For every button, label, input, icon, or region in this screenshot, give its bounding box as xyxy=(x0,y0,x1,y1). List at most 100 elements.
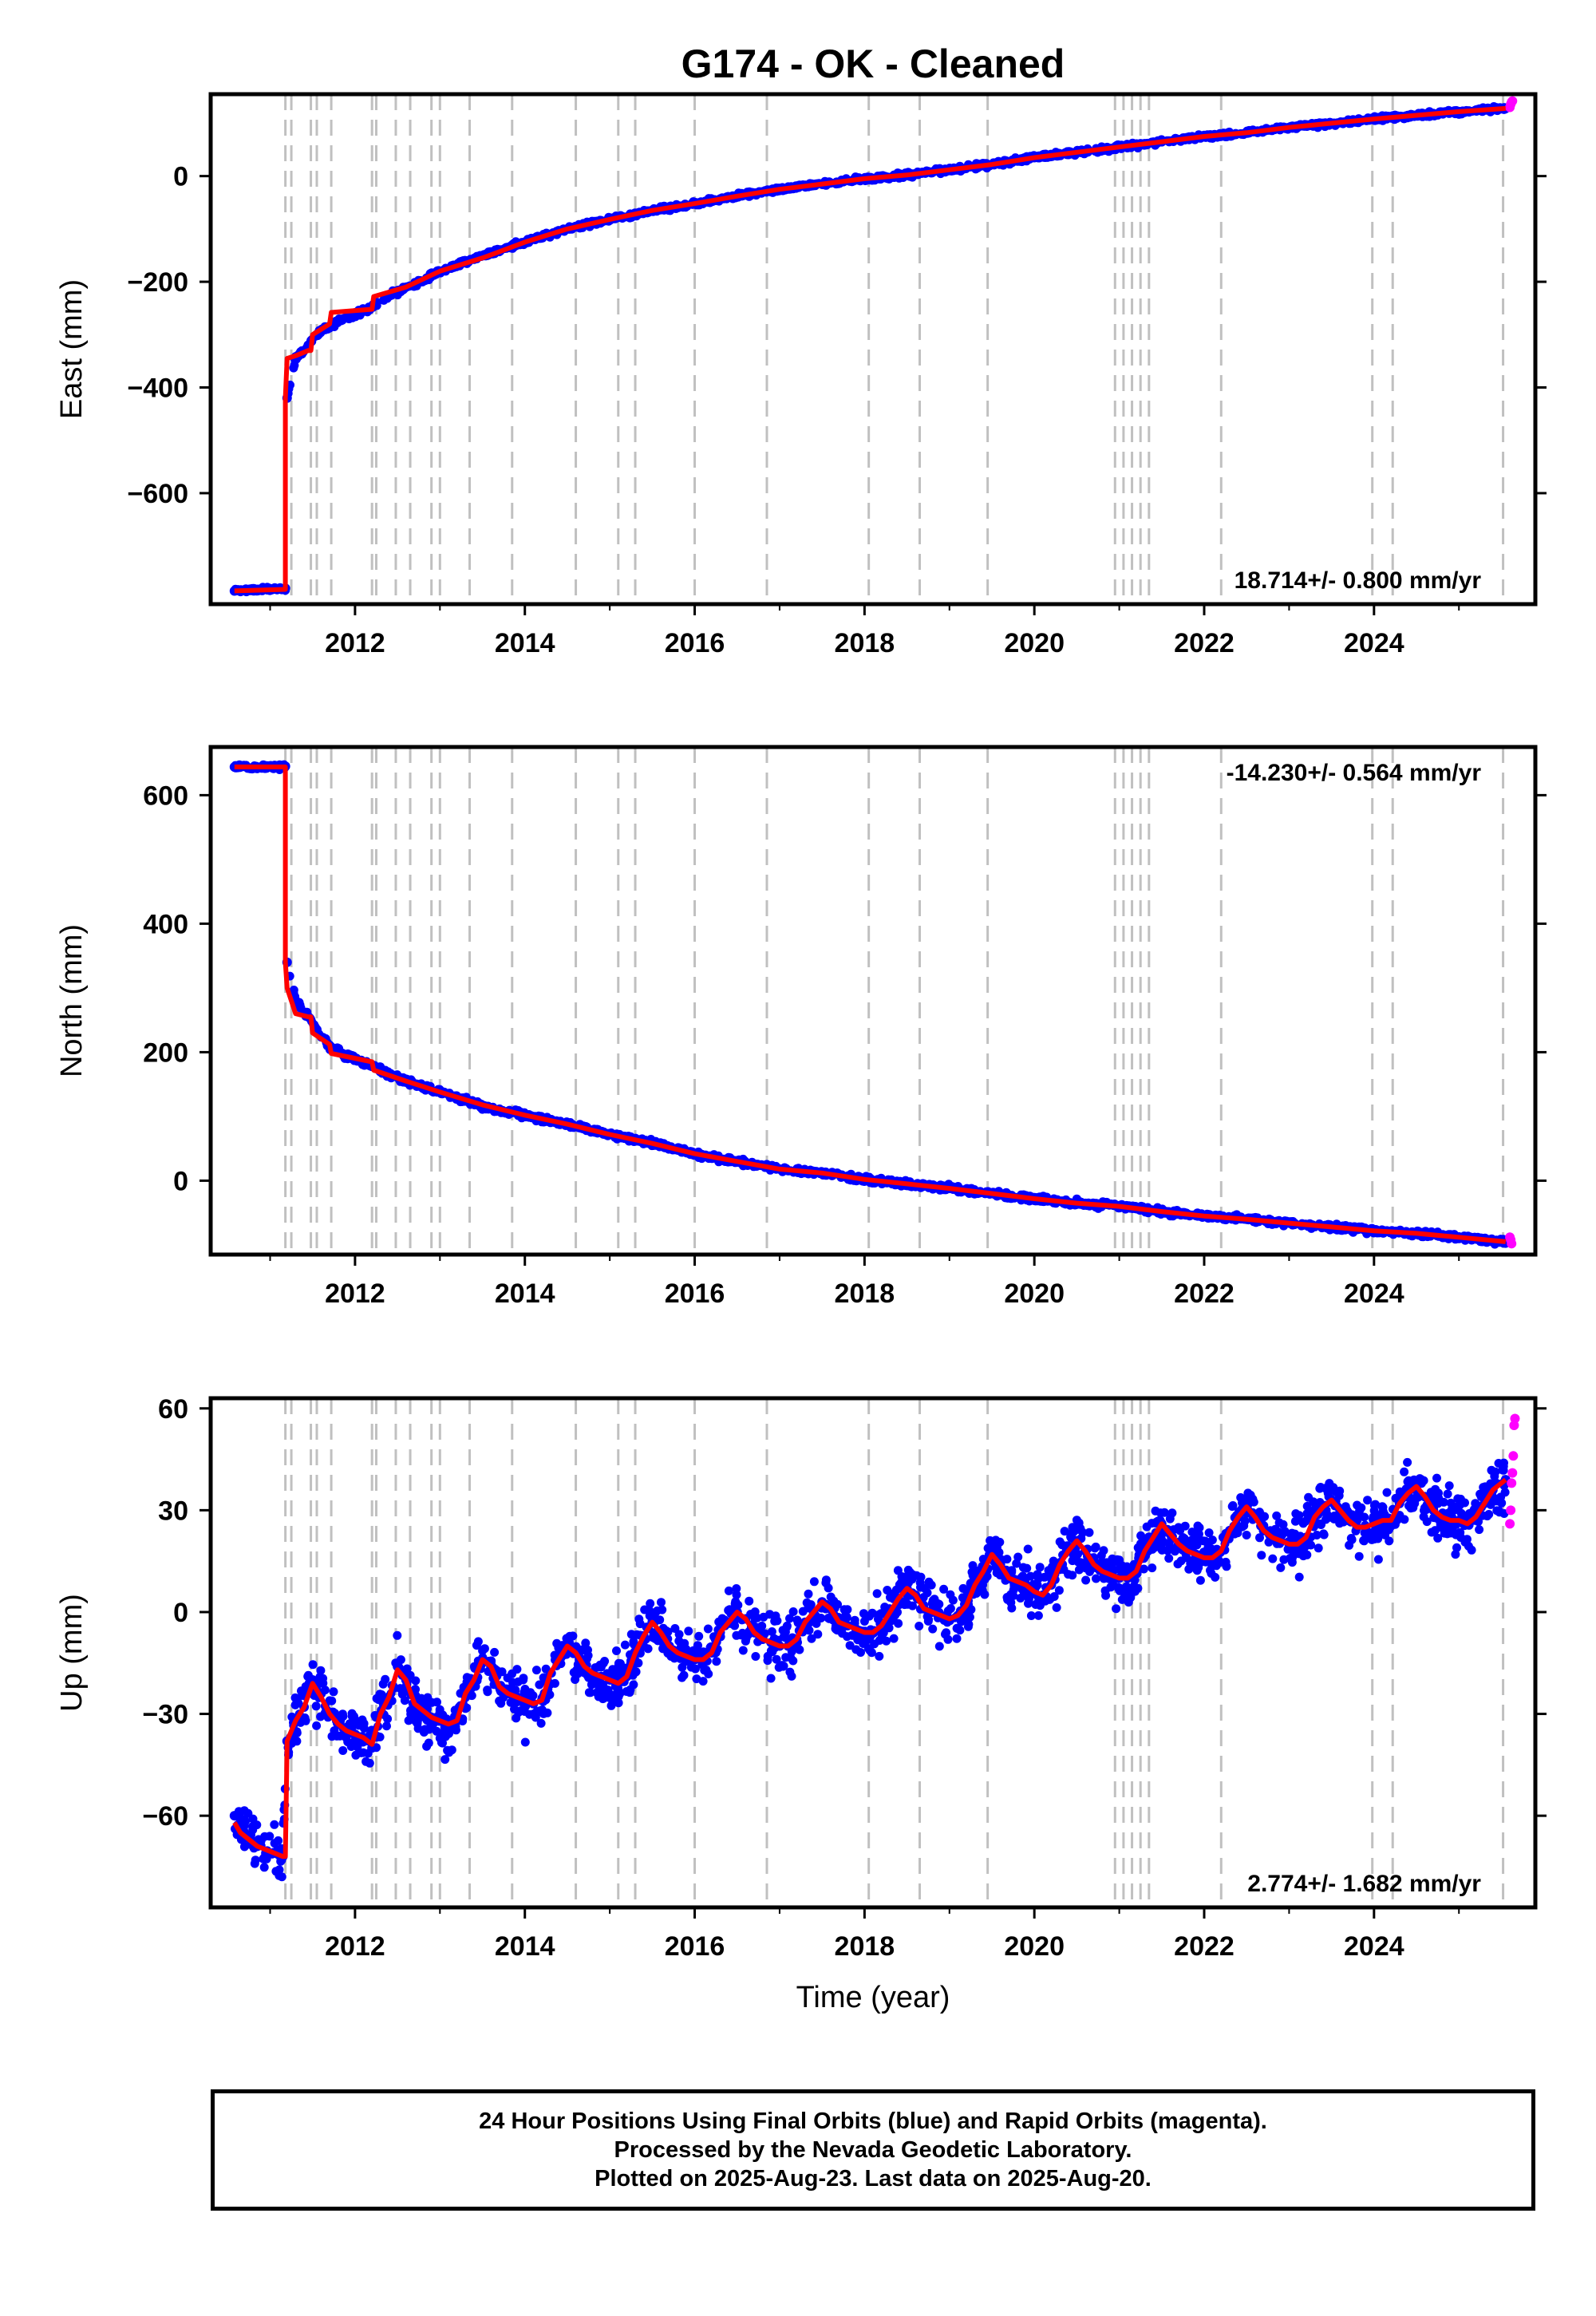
final-orbit-point xyxy=(657,1598,666,1607)
panels: 2012 2014 2016 2018 2020 2022 2024−600−400−200… xyxy=(55,92,1547,1962)
y-tick-label: −600 xyxy=(127,479,188,509)
final-orbit-point xyxy=(473,1637,483,1646)
y-tick-label: 600 xyxy=(143,781,188,811)
final-orbit-point xyxy=(809,1577,819,1587)
final-orbit-point xyxy=(889,1634,899,1643)
final-orbit-point xyxy=(1475,1525,1484,1535)
panel-up: 2012 2014 2016 2018 2020 2022 2024−60−3003060U… xyxy=(55,1394,1547,1962)
final-orbit-point xyxy=(1319,1530,1329,1539)
event-lines-north xyxy=(284,747,1505,1255)
final-orbit-point xyxy=(1236,1493,1246,1502)
final-orbit-point xyxy=(658,1605,667,1614)
final-orbit-point xyxy=(772,1654,781,1664)
final-orbit-point xyxy=(883,1586,892,1595)
final-orbit-point xyxy=(946,1604,955,1613)
x-tick-label: 2018 xyxy=(835,1279,895,1309)
final-orbit-point xyxy=(694,1631,704,1641)
rate-annotation: -14.230+/- 0.564 mm/yr xyxy=(1227,760,1482,786)
final-orbit-point xyxy=(1081,1575,1091,1585)
final-orbit-point xyxy=(1195,1575,1205,1585)
final-orbit-point xyxy=(1403,1457,1412,1467)
final-orbit-point xyxy=(411,1676,421,1686)
final-orbit-point xyxy=(581,1638,591,1648)
final-orbit-point xyxy=(1291,1509,1301,1519)
final-orbit-point xyxy=(1487,1465,1496,1475)
final-orbit-point xyxy=(413,1717,422,1726)
final-orbit-point xyxy=(1268,1554,1278,1563)
final-orbit-point xyxy=(1290,1516,1300,1526)
rate-annotation: 18.714+/- 0.800 mm/yr xyxy=(1235,567,1482,594)
data-north xyxy=(229,760,1517,1249)
y-axis-label: East (mm) xyxy=(55,279,89,419)
final-orbit-point xyxy=(1276,1563,1286,1572)
final-orbit-point xyxy=(1068,1571,1077,1580)
final-orbit-point xyxy=(483,1686,492,1695)
final-orbit-point xyxy=(270,1839,279,1848)
final-orbit-point xyxy=(1164,1554,1174,1563)
x-tick-label: 2016 xyxy=(665,1279,725,1309)
final-orbit-point xyxy=(536,1718,546,1728)
x-tick-label: 2014 xyxy=(495,628,555,658)
final-orbit-point xyxy=(1281,1528,1290,1537)
final-orbit-point xyxy=(433,1697,441,1707)
final-orbit-point xyxy=(531,1666,541,1675)
final-orbit-point xyxy=(1099,1546,1108,1555)
final-orbit-point xyxy=(732,1584,741,1593)
final-orbit-point xyxy=(440,1755,450,1765)
y-tick-label: −200 xyxy=(127,267,188,298)
final-orbit-point xyxy=(612,1646,621,1655)
final-orbit-point xyxy=(1294,1572,1304,1582)
x-tick-label: 2022 xyxy=(1174,1279,1235,1309)
final-orbit-point xyxy=(573,1669,583,1678)
event-lines-up xyxy=(284,1398,1505,1907)
final-orbit-point xyxy=(311,1701,321,1711)
final-orbit-point xyxy=(1432,1473,1441,1483)
final-orbit-point xyxy=(1207,1569,1216,1578)
final-orbit-point xyxy=(724,1586,733,1595)
final-orbit-point xyxy=(1274,1518,1284,1528)
final-orbit-point xyxy=(1433,1533,1443,1543)
final-orbit-point xyxy=(807,1634,816,1643)
final-orbit-point xyxy=(875,1651,884,1661)
x-tick-label: 2020 xyxy=(1004,1279,1065,1309)
final-orbit-point xyxy=(289,986,298,994)
final-orbit-point xyxy=(751,1652,760,1661)
final-orbit-point xyxy=(786,1653,796,1662)
final-orbit-point xyxy=(1035,1563,1045,1572)
y-axis-label: North (mm) xyxy=(55,924,89,1077)
final-orbit-point xyxy=(813,1630,823,1639)
plot-frame-north xyxy=(208,745,1538,1257)
final-orbit-point xyxy=(684,1626,693,1636)
final-orbit-point xyxy=(1363,1496,1373,1505)
final-orbit-point xyxy=(1279,1555,1289,1564)
x-tick-label: 2020 xyxy=(1004,628,1065,658)
final-orbit-point xyxy=(1211,1561,1221,1571)
final-orbit-point xyxy=(361,1757,371,1766)
final-orbit-point xyxy=(1023,1544,1033,1554)
final-orbit-point xyxy=(1139,1564,1148,1574)
final-orbit-point xyxy=(1242,1531,1251,1539)
final-orbit-point xyxy=(308,1660,318,1670)
model-fit-line xyxy=(234,765,1507,1244)
final-orbit-point xyxy=(872,1589,882,1599)
final-orbit-point xyxy=(520,1737,530,1747)
final-orbit-point xyxy=(1500,1488,1510,1497)
x-tick-label: 2014 xyxy=(495,1279,555,1309)
y-tick-label: 400 xyxy=(143,909,188,939)
y-tick-label: −400 xyxy=(127,373,188,404)
final-orbit-point xyxy=(928,1624,938,1634)
x-tick-label: 2012 xyxy=(325,628,385,658)
final-orbit-point xyxy=(1227,1502,1237,1512)
final-orbit-marker xyxy=(337,314,347,325)
final-orbit-point xyxy=(1101,1591,1111,1600)
final-orbit-point xyxy=(382,1721,391,1731)
final-orbit-point xyxy=(968,1561,978,1571)
final-orbit-point xyxy=(893,1566,903,1575)
rapid-orbit-point xyxy=(1507,96,1518,106)
final-orbit-point xyxy=(316,1666,326,1675)
final-orbit-point xyxy=(377,1690,386,1699)
final-orbit-point xyxy=(924,1577,934,1587)
final-orbit-point xyxy=(1382,1488,1392,1497)
final-orbit-point xyxy=(1255,1533,1264,1543)
